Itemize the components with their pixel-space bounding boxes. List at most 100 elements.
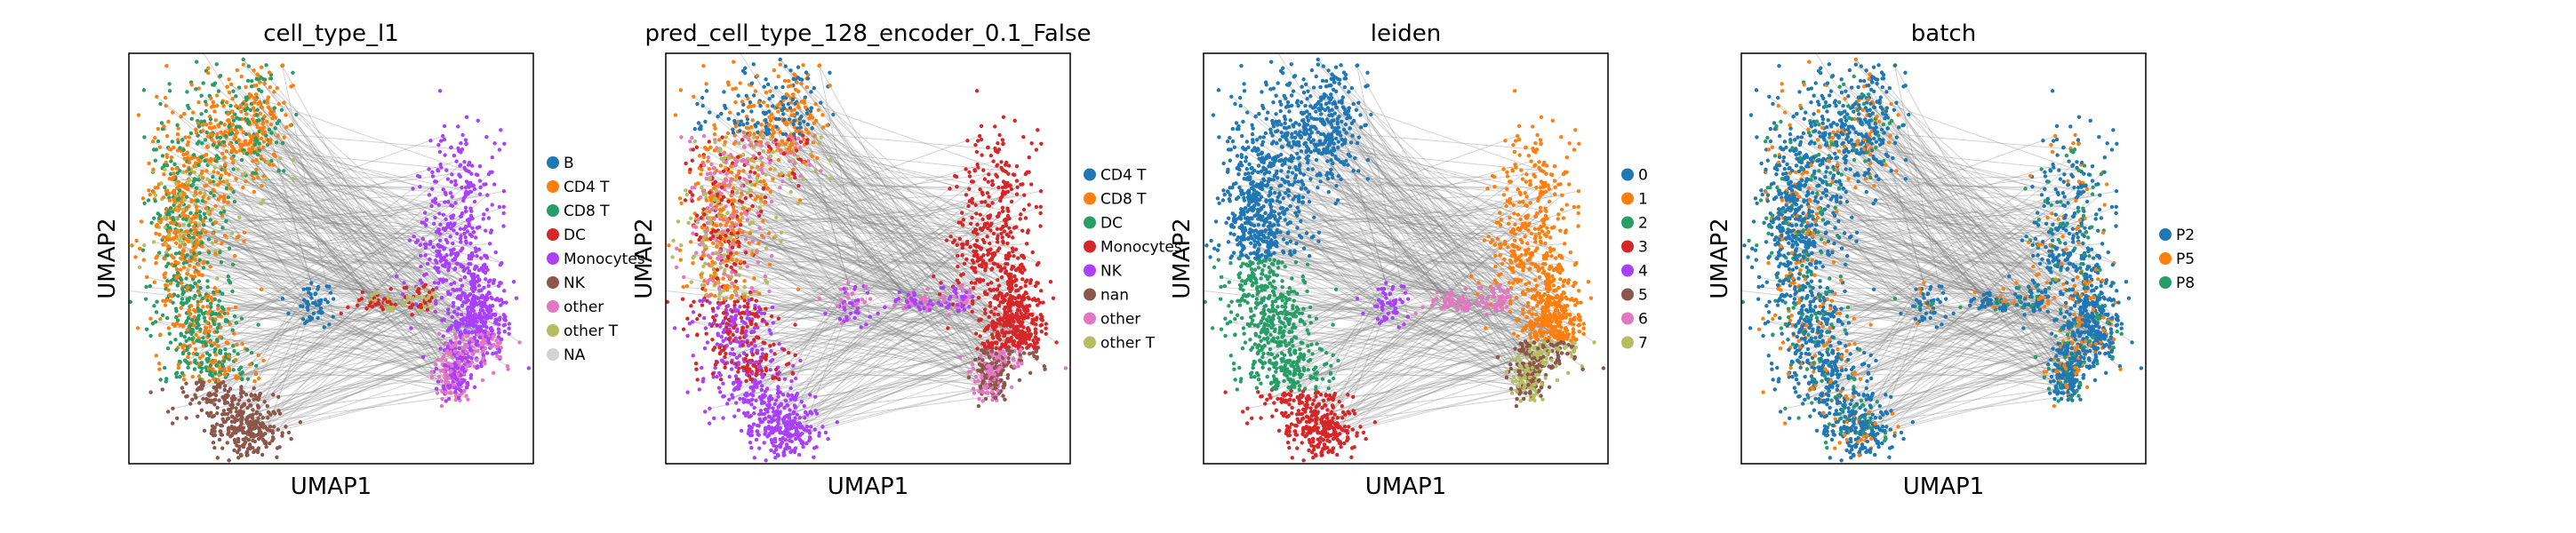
scatter-point (272, 425, 276, 429)
scatter-point (404, 298, 410, 303)
scatter-point (786, 394, 791, 398)
scatter-point (241, 130, 245, 135)
scatter-point (749, 347, 755, 352)
scatter-point (776, 74, 780, 79)
scatter-point (704, 228, 708, 234)
scatter-point (767, 328, 772, 332)
scatter-point (308, 318, 312, 322)
scatter-point (999, 231, 1004, 236)
scatter-point (790, 171, 795, 176)
scatter-point (444, 237, 449, 243)
scatter-point (490, 297, 494, 301)
scatter-point (302, 321, 308, 326)
scatter-point (254, 363, 259, 369)
scatter-point (705, 206, 710, 211)
scatter-point (717, 286, 722, 291)
scatter-point (268, 141, 272, 146)
scatter-point (239, 74, 244, 79)
scatter-point (774, 215, 779, 219)
scatter-point (208, 264, 212, 269)
scatter-point (749, 445, 754, 450)
scatter-point (761, 340, 765, 345)
scatter-point (200, 36, 204, 39)
scatter-point (174, 375, 179, 379)
scatter-point (458, 227, 463, 231)
scatter-point (794, 148, 799, 153)
scatter-point (723, 268, 727, 273)
scatter-point (667, 243, 671, 248)
scatter-point (193, 293, 197, 298)
scatter-point (715, 342, 720, 346)
scatter-point (803, 95, 808, 99)
scatter-point (246, 142, 251, 147)
scatter-point (216, 344, 220, 348)
scatter-point (760, 352, 765, 356)
scatter-point (756, 130, 760, 134)
scatter-point (218, 335, 222, 339)
scatter-point (200, 354, 205, 358)
scatter-point (783, 446, 788, 451)
scatter-point (451, 248, 455, 252)
scatter-point (817, 434, 821, 438)
scatter-point (762, 401, 767, 405)
scatter-point (463, 185, 468, 190)
scatter-point (432, 281, 437, 285)
scatter-point (798, 139, 803, 144)
scatter-point (468, 213, 474, 219)
scatter-point (408, 305, 412, 310)
scatter-point (194, 332, 198, 338)
scatter-point (441, 334, 445, 338)
scatter-point (155, 224, 159, 229)
scatter-point (732, 198, 737, 203)
scatter-point (228, 407, 233, 412)
scatter-point (160, 387, 164, 392)
scatter-point (215, 325, 220, 330)
scatter-point (452, 332, 458, 337)
scatter-point (711, 375, 716, 379)
scatter-point (792, 107, 796, 112)
scatter-point (217, 373, 221, 378)
scatter-point (168, 237, 172, 242)
scatter-point (759, 163, 764, 167)
scatter-point (694, 367, 699, 371)
scatter-point (481, 267, 486, 272)
scatter-point (468, 184, 472, 188)
scatter-point (452, 222, 456, 227)
scatter-point (736, 361, 741, 365)
scatter-point (191, 235, 196, 240)
scatter-point (503, 318, 508, 322)
scatter-point (747, 241, 752, 245)
scatter-point (729, 213, 733, 218)
scatter-point (757, 364, 762, 369)
scatter-point (207, 158, 212, 163)
scatter-point (260, 105, 265, 110)
scatter-point (688, 190, 692, 195)
scatter-point (771, 150, 775, 155)
scatter-point (309, 281, 314, 285)
scatter-point (423, 304, 428, 309)
scatter-point (728, 153, 733, 157)
scatter-point (275, 446, 280, 450)
scatter-point (240, 142, 244, 147)
scatter-point (743, 393, 748, 397)
scatter-point (712, 131, 717, 137)
scatter-point (277, 411, 283, 416)
scatter-point (433, 215, 437, 220)
scatter-point (311, 311, 316, 316)
scatter-point (757, 291, 762, 296)
scatter-point (196, 315, 201, 320)
scatter-point (793, 161, 797, 166)
scatter-point (751, 422, 756, 426)
scatter-point (175, 123, 180, 128)
scatter-point (441, 277, 446, 282)
scatter-point (228, 103, 233, 108)
scatter-point (477, 335, 483, 340)
scatter-point (771, 177, 775, 181)
scatter-point (751, 289, 756, 294)
scatter-point (811, 140, 816, 145)
scatter-point (816, 107, 821, 113)
scatter-point (194, 227, 198, 233)
scatter-point (221, 199, 227, 204)
scatter-point (787, 137, 791, 142)
scatter-point (785, 419, 790, 425)
